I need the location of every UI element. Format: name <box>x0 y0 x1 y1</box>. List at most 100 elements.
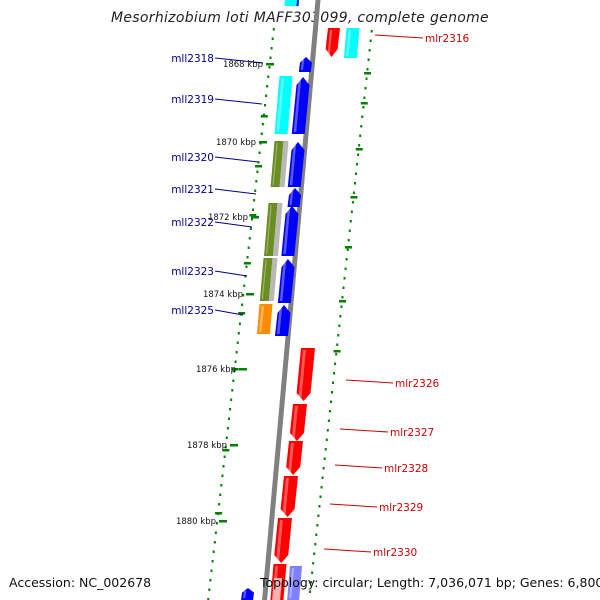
forward-gene-arrow[interactable] <box>286 441 303 475</box>
annotation-block[interactable] <box>284 0 297 6</box>
scale-dot <box>219 493 222 496</box>
scale-dot <box>211 560 214 563</box>
gene-label-mll2320[interactable]: mll2320 <box>171 152 214 164</box>
reverse-gene-arrow[interactable] <box>291 77 310 134</box>
feature-highlight <box>243 591 247 598</box>
gene-label-mlr2327[interactable]: mlr2327 <box>390 427 434 439</box>
scale-dot <box>357 153 360 156</box>
scale-dot <box>317 514 320 517</box>
feature-highlight <box>289 191 294 205</box>
leader-line <box>214 57 264 64</box>
scale-dot <box>365 77 368 80</box>
scale-tick <box>360 102 368 105</box>
leader-line <box>345 379 394 384</box>
feature-highlight <box>258 306 265 332</box>
feature-highlight <box>282 478 289 514</box>
annotation-block[interactable] <box>272 203 283 256</box>
scale-major-tick <box>239 368 247 371</box>
scale-dot <box>223 455 226 458</box>
gene-label-mll2322[interactable]: mll2322 <box>171 217 214 229</box>
forward-gene-arrow[interactable] <box>289 404 307 441</box>
scale-tick <box>339 300 346 303</box>
scale-dot <box>351 201 354 204</box>
backbone-group <box>262 0 321 600</box>
reverse-gene-arrow[interactable] <box>274 305 291 336</box>
scale-dot <box>345 258 348 261</box>
scale-dot <box>353 182 356 185</box>
scale-dot <box>367 58 370 61</box>
reverse-gene-arrow[interactable] <box>287 142 305 187</box>
scale-tick <box>243 262 251 265</box>
annotation-block[interactable] <box>272 578 282 600</box>
scale-dot <box>209 579 212 582</box>
scale-label: 1878 kbp <box>187 441 227 451</box>
scale-dot <box>350 210 353 213</box>
scale-dot <box>258 151 261 154</box>
gene-label-mll2318[interactable]: mll2318 <box>171 53 214 65</box>
scale-dot <box>261 123 264 126</box>
gene-label-mlr2326[interactable]: mlr2326 <box>395 378 440 390</box>
scale-dot <box>249 227 252 230</box>
gene-features[interactable] <box>241 0 360 600</box>
gene-labels[interactable]: 1868 kbp 1870 kbp 1872 kbp 1874 kbp 1876 kbp… <box>171 33 469 559</box>
annotation-block[interactable] <box>263 203 278 256</box>
scale-dot <box>363 96 366 99</box>
scale-dot <box>256 170 259 173</box>
reverse-gene-arrow[interactable] <box>287 188 301 207</box>
scale-dot <box>225 436 228 439</box>
reverse-gene-arrow[interactable] <box>241 588 254 600</box>
forward-gene-arrow[interactable] <box>296 348 315 401</box>
annotation-block[interactable] <box>279 141 289 187</box>
scale-dot <box>309 590 312 593</box>
leader-line <box>329 503 378 508</box>
gene-label-mlr2329[interactable]: mlr2329 <box>379 502 423 514</box>
scale-dot <box>214 531 217 534</box>
gene-label-mll2323[interactable]: mll2323 <box>171 266 214 278</box>
scale-dot <box>245 265 248 268</box>
leader-line <box>214 98 263 105</box>
reverse-gene-arrow[interactable] <box>281 206 299 256</box>
annotation-block[interactable] <box>256 304 273 334</box>
scale-dot <box>332 381 335 384</box>
scale-dot <box>222 465 225 468</box>
annotation-block[interactable] <box>270 141 284 187</box>
reverse-gene-arrow[interactable] <box>287 566 302 600</box>
gene-label-mlr2328[interactable]: mlr2328 <box>384 463 428 475</box>
scale-dot <box>314 543 317 546</box>
scale-label: 1868 kbp <box>223 60 263 70</box>
scale-tick <box>231 368 239 371</box>
annotation-block[interactable] <box>274 76 293 134</box>
scale-dot <box>337 334 340 337</box>
forward-gene-arrow[interactable] <box>280 476 298 517</box>
gene-label-mll2325[interactable]: mll2325 <box>171 305 214 317</box>
gene-label-mlr2316[interactable]: mlr2316 <box>425 33 470 45</box>
scale-dot <box>319 495 322 498</box>
scale-tick <box>215 512 223 515</box>
leader-line <box>214 156 259 163</box>
backbone-line <box>262 0 321 600</box>
annotation-block[interactable] <box>268 258 278 301</box>
scale-dot <box>312 562 315 565</box>
reverse-gene-arrow[interactable] <box>277 259 295 303</box>
scale-tick <box>333 350 341 353</box>
scale-dot <box>218 503 221 506</box>
scale-dot <box>338 324 341 327</box>
forward-gene-arrow[interactable] <box>325 28 340 57</box>
scale-tick <box>364 72 372 75</box>
feature-highlight <box>345 30 352 56</box>
scale-dot <box>360 125 363 128</box>
scale-dot <box>315 533 318 536</box>
forward-gene-arrow[interactable] <box>274 518 292 563</box>
feature-highlight <box>289 568 295 598</box>
gene-label-mll2319[interactable]: mll2319 <box>171 94 214 106</box>
annotation-block[interactable] <box>343 28 360 58</box>
scale-dot <box>339 315 342 318</box>
reverse-gene-arrow[interactable] <box>298 57 312 72</box>
scale-dot <box>253 199 256 202</box>
gene-label-mlr2330[interactable]: mlr2330 <box>373 547 417 559</box>
annotation-block[interactable] <box>259 258 273 301</box>
feature-highlight <box>272 143 278 185</box>
scale-dot <box>336 343 339 346</box>
scale-dot <box>320 486 323 489</box>
gene-label-mll2321[interactable]: mll2321 <box>171 184 214 196</box>
